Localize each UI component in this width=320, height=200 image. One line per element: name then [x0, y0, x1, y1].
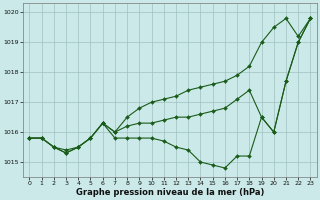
X-axis label: Graphe pression niveau de la mer (hPa): Graphe pression niveau de la mer (hPa) — [76, 188, 264, 197]
